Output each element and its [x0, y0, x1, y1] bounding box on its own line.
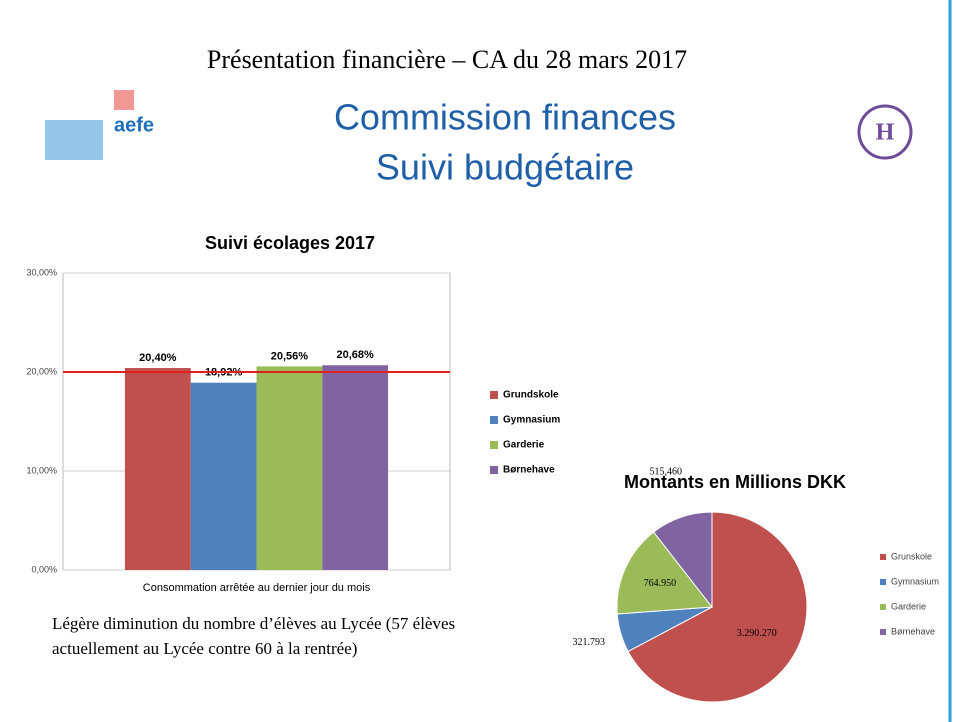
legend-label: Børnehave [503, 465, 555, 476]
x-tick-label: Consommation arrêtée au dernier jour du … [143, 582, 371, 594]
note: actuellement au Lycée contre 60 à la ren… [52, 639, 357, 658]
legend-swatch [880, 629, 886, 635]
legend-swatch [880, 554, 886, 560]
bar [256, 366, 323, 570]
legend-label: Garderie [503, 440, 545, 451]
chart-title: Suivi écolages 2017 [205, 233, 375, 253]
logo-text: aefe [114, 114, 154, 136]
y-tick-label: 0,00% [31, 564, 57, 574]
legend-swatch [490, 391, 498, 399]
data-label: 515,460 [649, 467, 682, 478]
pie-slice [652, 511, 713, 609]
title: Suivi budgétaire [376, 147, 634, 188]
legend-label: Gymnasium [891, 576, 939, 586]
bar [190, 382, 257, 570]
bar [124, 368, 191, 570]
legend-label: Grunskole [891, 551, 932, 561]
y-tick-label: 30,00% [26, 267, 57, 277]
legend-swatch [490, 441, 498, 449]
header: Présentation financière – CA du 28 mars … [207, 45, 687, 74]
legend-swatch [490, 416, 498, 424]
data-label: 20,40% [139, 352, 177, 364]
legend-label: Grundskole [503, 390, 559, 401]
data-label: 3.290.270 [737, 628, 777, 639]
crest: H [857, 104, 913, 160]
aefe-logo: aefe [45, 90, 154, 160]
legend-label: Garderie [891, 601, 926, 611]
legend-label: Gymnasium [503, 415, 560, 426]
note: Légère diminution du nombre d’élèves au … [52, 614, 455, 633]
data-label: 20,56% [271, 350, 309, 362]
legend-swatch [880, 604, 886, 610]
pie-slice [627, 511, 808, 703]
title: Commission finances [334, 97, 676, 138]
chart-title: Montants en Millions DKK [624, 472, 846, 492]
legend-swatch [490, 466, 498, 474]
y-tick-label: 10,00% [26, 465, 57, 475]
data-label: 20,68% [337, 349, 375, 361]
legend-label: Børnehave [891, 626, 935, 636]
y-tick-label: 20,00% [26, 366, 57, 376]
data-label: 764.950 [644, 578, 677, 589]
legend-swatch [880, 579, 886, 585]
bar [322, 365, 389, 570]
pie-slice [616, 531, 713, 615]
svg-text:H: H [876, 120, 895, 146]
data-label: 321.793 [573, 637, 606, 648]
